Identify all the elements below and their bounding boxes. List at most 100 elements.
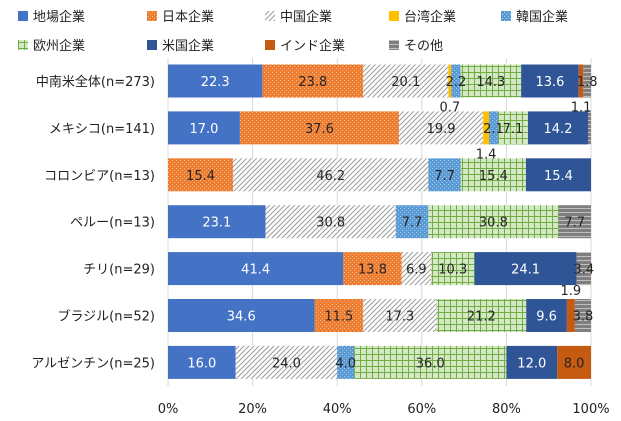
data-label-europe: 14.3 (476, 75, 505, 90)
data-label-local: 41.4 (241, 263, 270, 278)
legend-item-other: その他 (389, 39, 443, 54)
bar-segment-local (168, 111, 240, 145)
data-label-local: 22.3 (201, 75, 230, 90)
data-label-taiwan: 0.7 (439, 101, 460, 116)
data-label-other: 7.7 (564, 216, 585, 231)
data-label-japan: 13.8 (358, 263, 387, 278)
legend-label-taiwan: 台湾企業 (404, 9, 456, 25)
legend-label-local: 地場企業 (33, 9, 85, 25)
data-label-japan: 15.4 (186, 169, 215, 184)
bar-segment-usa (525, 158, 591, 192)
bar-segment-korea (451, 64, 461, 98)
legend-item-india: インド企業 (265, 38, 345, 54)
data-label-local: 23.1 (202, 216, 231, 231)
bar-segment-other (558, 205, 591, 239)
bar-segment-japan (262, 64, 364, 98)
legend-swatch-korea (501, 11, 511, 21)
bars (168, 64, 591, 379)
data-label-europe: 10.3 (438, 263, 467, 278)
bar-segment-india (566, 299, 575, 332)
category-label: コロンビア(n=13) (44, 169, 155, 184)
bar-segment-other (588, 111, 591, 145)
bar-segment-local (168, 205, 266, 239)
legend-label-india: インド企業 (280, 38, 345, 54)
data-label-taiwan: 1.4 (476, 147, 497, 162)
category-label: ブラジル(n=52) (57, 309, 155, 325)
bar-segment-europe (460, 64, 522, 98)
bar-segment-europe (430, 252, 475, 286)
data-label-japan: 23.8 (298, 75, 327, 90)
bar-segment-korea (489, 111, 498, 145)
data-label-other: 3.8 (573, 310, 594, 325)
legend-label-china: 中国企業 (280, 9, 332, 25)
data-label-usa: 14.2 (544, 122, 573, 137)
x-tick-label: 40% (323, 402, 352, 417)
legend-swatch-japan (147, 11, 157, 21)
data-label-japan: 11.5 (324, 310, 353, 325)
legend-item-local: 地場企業 (18, 9, 85, 25)
bar-segment-china (265, 205, 396, 239)
bar-segment-japan (314, 299, 364, 332)
data-label-other: 1.8 (577, 75, 598, 90)
bar-segment-usa (526, 299, 567, 332)
legend-label-korea: 韓国企業 (516, 9, 568, 25)
legend-item-taiwan: 台湾企業 (389, 9, 456, 25)
bar-segment-europe (497, 111, 528, 145)
data-label-europe: 15.4 (479, 169, 508, 184)
legend-item-korea: 韓国企業 (501, 9, 568, 25)
bar-segment-china (233, 158, 429, 192)
legend-swatch-china (265, 11, 275, 21)
bar-segment-japan (168, 158, 234, 192)
bar-segment-korea (337, 345, 355, 379)
data-label-usa: 24.1 (511, 263, 540, 278)
data-label-usa: 13.6 (535, 75, 564, 90)
bar-segment-local (168, 299, 315, 332)
bar-segment-local (168, 64, 263, 98)
data-label-china: 30.8 (316, 216, 345, 231)
data-label-china: 17.3 (385, 310, 414, 325)
legend-label-other: その他 (404, 39, 443, 54)
bar-segment-china (398, 111, 484, 145)
data-label-local: 17.0 (189, 122, 218, 137)
bar-segment-japan (343, 252, 402, 286)
data-label-china: 19.9 (427, 122, 456, 137)
bar-segment-china (401, 252, 431, 286)
data-label-europe: 7.1 (503, 122, 524, 137)
legend-label-japan: 日本企業 (162, 9, 214, 25)
bar-segment-usa (474, 252, 577, 286)
data-label-china: 46.2 (316, 169, 345, 184)
legend-swatch-usa (147, 40, 157, 50)
category-labels: 中南米全体(n=273) メキシコ(n=141) コロンビア(n=13) ペルー(n=… (31, 74, 155, 371)
data-label-china: 20.1 (391, 75, 420, 90)
legend-swatch-other (389, 40, 399, 50)
data-label-europe: 21.2 (467, 310, 496, 325)
x-tick-label: 100% (572, 402, 609, 417)
bar-segment-china (235, 345, 338, 379)
data-label-korea: 4.0 (335, 356, 356, 371)
data-label-china: 6.9 (406, 263, 427, 278)
data-label-usa: 9.6 (536, 310, 557, 325)
x-tick-label: 20% (238, 402, 267, 417)
data-label-local: 16.0 (187, 356, 216, 371)
category-label: チリ(n=29) (83, 263, 155, 278)
legend-swatch-india (265, 40, 275, 50)
bar-segment-europe (460, 158, 526, 192)
bar-segment-europe (354, 345, 507, 379)
data-label-india: 8.0 (564, 356, 585, 371)
data-label-usa: 12.0 (517, 356, 546, 371)
category-label: 中南米全体(n=273) (36, 74, 155, 90)
data-label-india: 1.9 (561, 284, 582, 299)
bar-segment-europe (436, 299, 527, 332)
bar-segment-other (574, 299, 591, 332)
legend-item-usa: 米国企業 (147, 38, 214, 54)
data-label-usa: 15.4 (544, 169, 573, 184)
bar-segment-other (583, 64, 591, 98)
x-tick-labels: 0% 20% 40% 60% 80% 100% (158, 402, 610, 417)
category-label: メキシコ(n=141) (49, 122, 155, 137)
category-label: アルゼンチン(n=25) (31, 356, 155, 371)
x-tick-label: 60% (407, 402, 436, 417)
x-tick-label: 80% (492, 402, 521, 417)
bar-segment-korea (395, 205, 429, 239)
